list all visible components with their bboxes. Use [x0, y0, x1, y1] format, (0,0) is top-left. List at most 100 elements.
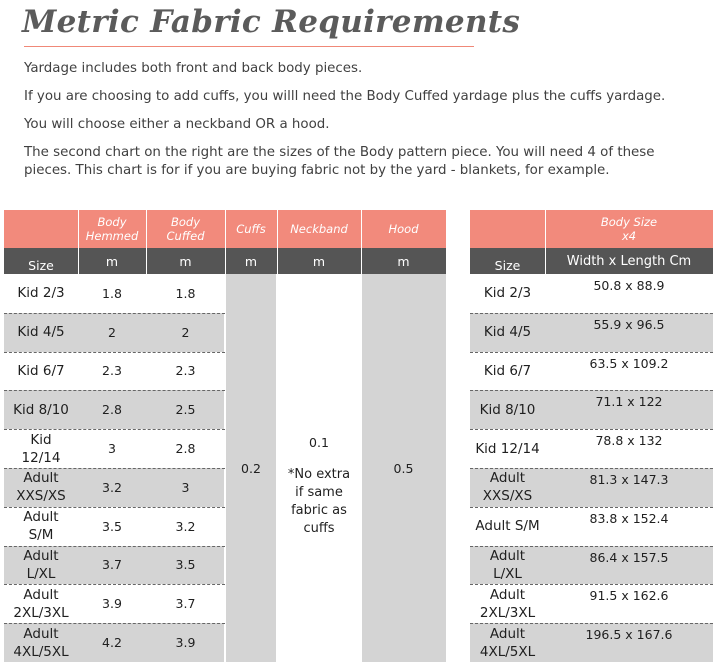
- body-hemmed-header: Body Hemmed: [78, 210, 146, 248]
- table-row: [4, 545, 225, 585]
- body-hemmed-cell: 3.5: [102, 518, 122, 534]
- size-label: Adult 4XL/5XL: [13, 625, 69, 660]
- table-row: [470, 545, 713, 585]
- size-cell: Adult 2XL/3XL: [4, 584, 78, 623]
- row-divider: [4, 506, 225, 508]
- size-cell: Kid 2/3: [4, 274, 78, 313]
- row-divider: [4, 545, 225, 547]
- body-cuffed-cell: 3.5: [175, 557, 196, 573]
- size-label: Kid 8/10: [13, 401, 69, 418]
- size-label: Kid 4/5: [17, 324, 65, 341]
- body-cuffed-cell: 3.9: [175, 635, 196, 651]
- table-row: [4, 623, 225, 662]
- cuffs-cell: 0.2: [225, 274, 277, 662]
- header-separator: [145, 210, 147, 274]
- size-label: Kid 12/14: [21, 431, 61, 466]
- body-cuffed-cell: 3.2: [175, 518, 196, 534]
- size-cell: Kid 4/5: [4, 313, 78, 352]
- size-label: Adult L/XL: [489, 547, 526, 582]
- body-hemmed-cell: 2: [108, 324, 116, 340]
- body-cuffed-cell: 2: [181, 324, 190, 340]
- size-cell: Kid 8/10: [4, 390, 78, 429]
- metric-yardage-table: Size Body Hemmed m Body Cuffed m Cuffs m Neckba…: [4, 210, 446, 672]
- hood-cell: 0.5: [361, 274, 446, 662]
- body-cuffed-cell: 2.3: [175, 363, 196, 379]
- body-hemmed-cell: 3: [108, 441, 116, 457]
- size-label: Kid 8/10: [479, 401, 536, 418]
- row-divider: [470, 584, 713, 586]
- size-cell: Adult S/M: [4, 507, 78, 546]
- row-divider: [470, 623, 713, 625]
- dimensions-cell: 81.3 x 147.3: [589, 472, 669, 487]
- row-divider: [4, 390, 225, 392]
- size-label: Adult 4XL/5XL: [479, 625, 536, 660]
- neckband-header: Neckband: [277, 210, 361, 248]
- intro-paragraph-2: If you are choosing to add cuffs, you wi…: [24, 89, 666, 104]
- row-divider: [4, 312, 225, 314]
- size-label: Kid 2/3: [483, 285, 532, 302]
- size-cell: Kid 6/7: [4, 352, 78, 391]
- table-row: [470, 312, 713, 352]
- table-row: [4, 468, 225, 507]
- size-unit: Size: [4, 248, 78, 274]
- size-cell: Kid 8/10: [470, 390, 545, 429]
- row-divider: [470, 545, 713, 547]
- size-cell: Adult L/XL: [4, 546, 78, 585]
- page-title: Metric Fabric Requirements: [22, 4, 521, 40]
- column-gutter: [224, 274, 226, 662]
- size-cell: Kid 12/14: [4, 429, 78, 468]
- body-hemmed-cell: 1.8: [102, 285, 122, 301]
- body-hemmed-cell: 2.3: [102, 363, 122, 379]
- intro-paragraph-4: The second chart on the right are the si…: [24, 145, 655, 178]
- body-hemmed-cell: 3.2: [102, 479, 122, 495]
- row-divider: [470, 390, 713, 392]
- neckband-cell: 0.1 *No extra if same fabric as cuffs: [277, 274, 361, 662]
- body-cuffed-cell: 2.8: [175, 441, 196, 457]
- size-cell: Adult XXS/XS: [470, 468, 545, 507]
- size-cell: Kid 4/5: [470, 313, 545, 352]
- body-hemmed-cell: 3.9: [102, 596, 122, 612]
- body-cuffed-cell: 1.8: [175, 285, 196, 301]
- cuffs-unit: m: [225, 248, 277, 274]
- table-row: [470, 623, 713, 662]
- header-separator: [276, 210, 278, 274]
- size-label: Adult 2XL/3XL: [479, 586, 536, 621]
- dimensions-unit: Width x Length Cm: [545, 248, 713, 274]
- table-row: [4, 390, 225, 430]
- header-separator: [544, 210, 546, 274]
- neckband-unit: m: [277, 248, 361, 274]
- title-underline: [24, 46, 474, 47]
- row-divider: [470, 312, 713, 314]
- dimensions-cell: 91.5 x 162.6: [589, 588, 669, 604]
- body-cuffed-cell: 2.5: [175, 402, 196, 418]
- size-cell: Adult S/M: [470, 507, 545, 546]
- column-gutter: [360, 274, 362, 662]
- body-hemmed-unit: m: [78, 248, 146, 274]
- size-cell: Adult 4XL/5XL: [4, 623, 78, 662]
- intro-paragraph-3: You will choose either a neckband OR a h…: [24, 117, 330, 132]
- size-label: Adult XXS/XS: [16, 470, 66, 505]
- neckband-note: *No extra if same fabric as cuffs: [287, 467, 351, 537]
- size-label: Kid 6/7: [483, 362, 532, 379]
- dimensions-cell: 83.8 x 152.4: [589, 510, 669, 526]
- row-divider: [470, 468, 713, 469]
- size-label: Kid 4/5: [483, 324, 532, 341]
- size-cell: Adult 4XL/5XL: [470, 623, 545, 662]
- dimensions-cell: 196.5 x 167.6: [585, 627, 673, 643]
- dimensions-cell: 63.5 x 109.2: [589, 355, 669, 371]
- table-row: [470, 468, 713, 507]
- body-hemmed-cell: 2.8: [102, 402, 122, 418]
- size-label: Kid 2/3: [17, 285, 65, 302]
- hood-header: Hood: [361, 210, 446, 248]
- body-cuffed-unit: m: [146, 248, 225, 274]
- body-cuffed-cell: 3: [181, 479, 190, 495]
- table-row: [4, 312, 225, 352]
- size-header: [470, 210, 545, 248]
- dimensions-cell: 71.1 x 122: [595, 394, 663, 410]
- row-divider: [4, 351, 225, 353]
- size-label: Adult XXS/XS: [482, 470, 533, 505]
- body-size-header: Body Size x4: [545, 210, 713, 248]
- body-size-table: Body Size x4 Size Width x Length Cm Kid 2/3 5…: [470, 210, 713, 672]
- size-header: [4, 210, 78, 248]
- header-separator: [224, 210, 226, 274]
